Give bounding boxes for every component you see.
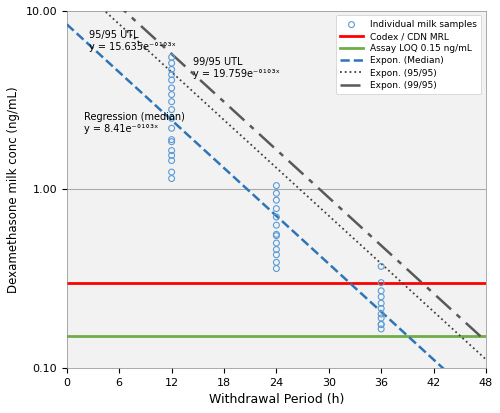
Point bbox=[272, 205, 280, 212]
Point bbox=[377, 305, 385, 312]
Legend: Individual milk samples, Codex / CDN MRL, Assay LOQ 0.15 ng/mL, Expon. (Median),: Individual milk samples, Codex / CDN MRL… bbox=[336, 15, 482, 94]
Point bbox=[377, 279, 385, 286]
Point bbox=[168, 152, 175, 159]
Point bbox=[168, 66, 175, 73]
Point bbox=[168, 71, 175, 78]
Point bbox=[272, 259, 280, 266]
Point bbox=[272, 182, 280, 189]
Point bbox=[168, 147, 175, 154]
Point bbox=[272, 222, 280, 228]
Point bbox=[168, 136, 175, 143]
Point bbox=[377, 294, 385, 300]
Point bbox=[168, 77, 175, 83]
Point bbox=[377, 263, 385, 270]
Point bbox=[168, 157, 175, 164]
Point bbox=[168, 125, 175, 132]
Point bbox=[377, 315, 385, 321]
Text: Regression (median)
y = 8.41e⁻°¹°³ˣ: Regression (median) y = 8.41e⁻°¹°³ˣ bbox=[84, 112, 185, 134]
Point bbox=[272, 233, 280, 239]
Point bbox=[377, 321, 385, 328]
Point bbox=[377, 287, 385, 294]
Point bbox=[272, 197, 280, 204]
Point bbox=[377, 321, 385, 328]
Point bbox=[168, 85, 175, 91]
Point bbox=[272, 190, 280, 197]
X-axis label: Withdrawal Period (h): Withdrawal Period (h) bbox=[208, 393, 344, 406]
Point bbox=[377, 326, 385, 332]
Point bbox=[168, 91, 175, 98]
Point bbox=[168, 175, 175, 182]
Point bbox=[168, 138, 175, 145]
Point bbox=[168, 106, 175, 113]
Point bbox=[272, 265, 280, 272]
Point bbox=[377, 311, 385, 317]
Point bbox=[377, 300, 385, 306]
Point bbox=[168, 115, 175, 122]
Y-axis label: Dexamethasone milk conc (ng/mL): Dexamethasone milk conc (ng/mL) bbox=[7, 86, 20, 293]
Point bbox=[272, 231, 280, 237]
Text: 99/95 UTL
y = 19.759e⁻°¹°³ˣ: 99/95 UTL y = 19.759e⁻°¹°³ˣ bbox=[194, 57, 280, 79]
Text: 95/95 UTL
y = 15.635e⁻°¹°³ˣ: 95/95 UTL y = 15.635e⁻°¹°³ˣ bbox=[88, 30, 176, 52]
Point bbox=[168, 54, 175, 61]
Point bbox=[272, 252, 280, 258]
Point bbox=[168, 169, 175, 176]
Point bbox=[168, 60, 175, 66]
Point bbox=[272, 214, 280, 220]
Point bbox=[168, 98, 175, 105]
Point bbox=[272, 240, 280, 247]
Point bbox=[272, 246, 280, 253]
